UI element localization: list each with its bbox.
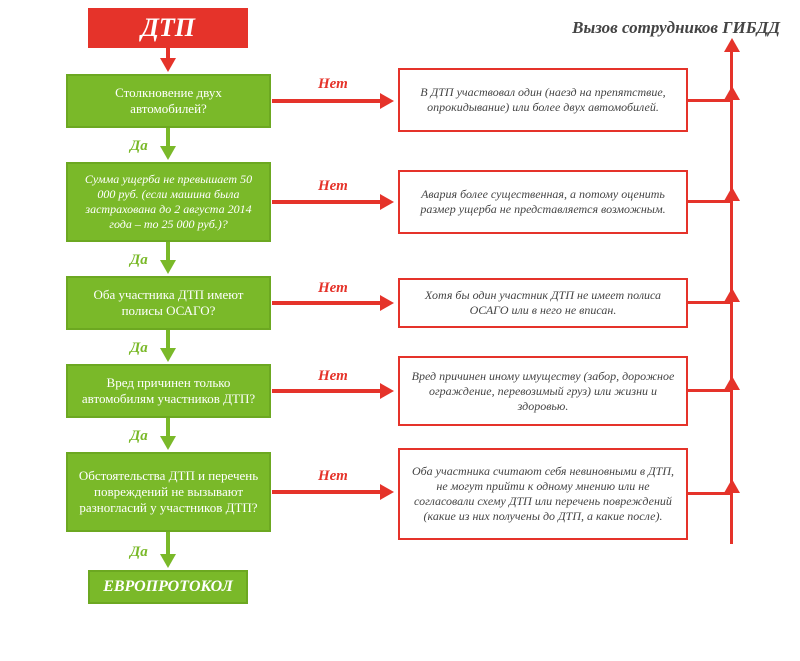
result-box-4: Вред причинен иному имуществу (забор, до…	[398, 356, 688, 426]
yes-arrow-1-stem	[166, 128, 170, 146]
connector-5-arrow	[724, 479, 740, 493]
yes-label-4: Да	[130, 428, 148, 445]
question-text-5: Обстоятельства ДТП и перечень повреждени…	[76, 468, 261, 517]
arrow-title-head	[160, 58, 176, 72]
question-box-1: Столкновение двух автомобилей?	[66, 74, 271, 128]
header-right: Вызов сотрудников ГИБДД	[500, 18, 780, 38]
no-label-3: Нет	[318, 280, 348, 297]
connector-1-arrow	[724, 86, 740, 100]
collector-arrow-top	[724, 38, 740, 52]
yes-arrow-4-head	[160, 436, 176, 450]
title-text: ДТП	[141, 13, 195, 43]
question-text-4: Вред причинен только автомобилям участни…	[76, 375, 261, 408]
question-box-5: Обстоятельства ДТП и перечень повреждени…	[66, 452, 271, 532]
question-text-1: Столкновение двух автомобилей?	[76, 85, 261, 118]
no-arrow-5-head	[380, 484, 394, 500]
no-arrow-5-stem	[272, 490, 380, 494]
header-right-text: Вызов сотрудников ГИБДД	[572, 18, 780, 37]
yes-label-3: Да	[130, 340, 148, 357]
no-arrow-4-head	[380, 383, 394, 399]
result-box-2: Авария более существенная, а потому оцен…	[398, 170, 688, 234]
no-arrow-2-stem	[272, 200, 380, 204]
yes-label-1: Да	[130, 138, 148, 155]
yes-arrow-3-head	[160, 348, 176, 362]
yes-arrow-2-head	[160, 260, 176, 274]
result-text-2: Авария более существенная, а потому оцен…	[410, 187, 676, 217]
arrow-title-stem	[166, 48, 170, 58]
final-box: ЕВРОПРОТОКОЛ	[88, 570, 248, 604]
yes-arrow-2-stem	[166, 242, 170, 260]
question-box-3: Оба участника ДТП имеют полисы ОСАГО?	[66, 276, 271, 330]
result-box-3: Хотя бы один участник ДТП не имеет полис…	[398, 278, 688, 328]
no-arrow-3-stem	[272, 301, 380, 305]
yes-label-2: Да	[130, 252, 148, 269]
yes-arrow-4-stem	[166, 418, 170, 436]
connector-4-arrow	[724, 376, 740, 390]
yes-label-5: Да	[130, 544, 148, 561]
question-box-4: Вред причинен только автомобилям участни…	[66, 364, 271, 418]
question-box-2: Сумма ущерба не превышает 50 000 руб. (е…	[66, 162, 271, 242]
no-arrow-2-head	[380, 194, 394, 210]
title-box: ДТП	[88, 8, 248, 48]
no-label-5: Нет	[318, 468, 348, 485]
result-text-3: Хотя бы один участник ДТП не имеет полис…	[410, 288, 676, 318]
no-label-2: Нет	[318, 178, 348, 195]
no-arrow-3-head	[380, 295, 394, 311]
yes-arrow-1-head	[160, 146, 176, 160]
question-text-3: Оба участника ДТП имеют полисы ОСАГО?	[76, 287, 261, 320]
yes-arrow-5-stem	[166, 532, 170, 554]
yes-arrow-3-stem	[166, 330, 170, 348]
question-text-2: Сумма ущерба не превышает 50 000 руб. (е…	[76, 172, 261, 232]
connector-3-arrow	[724, 288, 740, 302]
result-box-5: Оба участника считают себя невиновными в…	[398, 448, 688, 540]
no-arrow-1-head	[380, 93, 394, 109]
yes-arrow-5-head	[160, 554, 176, 568]
no-label-1: Нет	[318, 76, 348, 93]
result-text-4: Вред причинен иному имуществу (забор, до…	[410, 369, 676, 414]
no-label-4: Нет	[318, 368, 348, 385]
result-box-1: В ДТП участвовал один (наезд на препятст…	[398, 68, 688, 132]
no-arrow-4-stem	[272, 389, 380, 393]
no-arrow-1-stem	[272, 99, 380, 103]
result-text-1: В ДТП участвовал один (наезд на препятст…	[410, 85, 676, 115]
result-text-5: Оба участника считают себя невиновными в…	[410, 464, 676, 524]
final-text: ЕВРОПРОТОКОЛ	[103, 578, 233, 596]
connector-2-arrow	[724, 187, 740, 201]
